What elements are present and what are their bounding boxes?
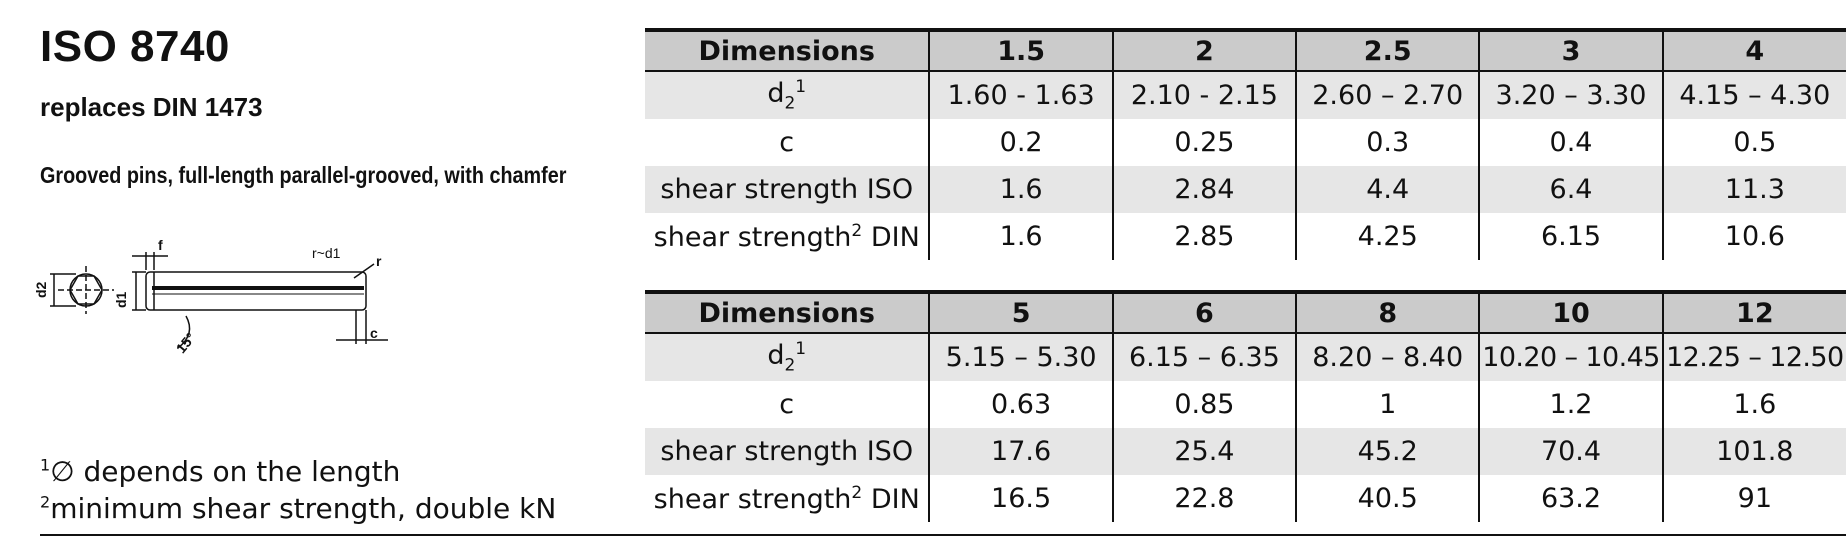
row-label-shear-din: shear strength2 DIN: [653, 482, 920, 515]
table-cell: 11.3: [1661, 166, 1846, 213]
table-cell: 63.2: [1478, 475, 1663, 522]
dimensions-table-2: Dimensions 5 6 8 10 12 d21 5.15 – 5.30 6…: [645, 290, 1846, 522]
table-cell: 1: [1295, 381, 1480, 428]
footnote-1: 1∅ depends on the length: [40, 455, 401, 488]
row-label-d2: d21: [645, 71, 930, 119]
table-cell: 1.6: [1661, 381, 1846, 428]
table-cell: 0.2: [928, 119, 1113, 166]
row-label-d2: d21: [645, 333, 930, 381]
header-cell: 5: [928, 290, 1113, 334]
table-row: shear strength ISO 17.6 25.4 45.2 70.4 1…: [645, 428, 1846, 475]
header-cell: 8: [1295, 290, 1480, 334]
table-header-row: Dimensions 1.5 2 2.5 3 4: [645, 28, 1846, 72]
table-cell: 5.15 – 5.30: [928, 333, 1113, 381]
table-cell: 40.5: [1295, 475, 1480, 522]
row-label-c: c: [779, 389, 795, 420]
table-cell: 1.6: [928, 166, 1113, 213]
pin-side-view: [145, 271, 367, 311]
row-label-shear-din: shear strength2 DIN: [653, 220, 920, 253]
header-cell: Dimensions: [645, 290, 930, 334]
table-cell: 2.10 - 2.15: [1111, 71, 1297, 119]
label-d1: d1: [113, 291, 129, 308]
table-cell: 8.20 – 8.40: [1295, 333, 1480, 381]
table-cell: 0.5: [1661, 119, 1846, 166]
page-title: ISO 8740: [40, 22, 230, 71]
table-cell: 2.84: [1111, 166, 1297, 213]
page-subtitle: replaces DIN 1473: [40, 92, 263, 122]
table-row: d21 1.60 - 1.63 2.10 - 2.15 2.60 – 2.70 …: [645, 71, 1846, 119]
table-cell: 91: [1661, 475, 1846, 522]
row-label-c: c: [779, 127, 795, 158]
table-cell: 6.15: [1478, 213, 1663, 260]
table-cell: 22.8: [1111, 475, 1297, 522]
table-cell: 70.4: [1478, 428, 1663, 475]
table-cell: 10.6: [1661, 213, 1846, 260]
header-cell: 2.5: [1295, 28, 1480, 72]
header-cell: 3: [1478, 28, 1663, 72]
header-cell: 2: [1111, 28, 1297, 72]
table-cell: 101.8: [1661, 428, 1846, 475]
footnote-2: 2minimum shear strength, double kN: [40, 492, 557, 525]
header-cell: 12: [1661, 290, 1846, 334]
bottom-divider: [40, 534, 1846, 536]
table-cell: 0.63: [928, 381, 1113, 428]
table-cell: 0.25: [1111, 119, 1297, 166]
table-cell: 16.5: [928, 475, 1113, 522]
table-cell: 4.25: [1295, 213, 1480, 260]
grooved-pin-drawing: d2 d1 f r~d1 r 15° c: [36, 237, 388, 357]
header-cell: 10: [1478, 290, 1663, 334]
table-cell: 10.20 – 10.45: [1478, 333, 1663, 381]
label-c: c: [370, 325, 378, 341]
row-label-shear-iso: shear strength ISO: [645, 428, 930, 475]
table-row: shear strength2 DIN 1.6 2.85 4.25 6.15 1…: [645, 213, 1846, 260]
row-label-shear-iso: shear strength ISO: [645, 166, 930, 213]
table-cell: 4.15 – 4.30: [1661, 71, 1846, 119]
table-cell: 45.2: [1295, 428, 1480, 475]
table-cell: 1.60 - 1.63: [928, 71, 1113, 119]
header-cell: 4: [1661, 28, 1846, 72]
header-cell: 1.5: [928, 28, 1113, 72]
label-r-approx: r~d1: [312, 245, 341, 261]
table-cell: 0.3: [1295, 119, 1480, 166]
table-cell: 0.85: [1111, 381, 1297, 428]
table-cell: 2.85: [1111, 213, 1297, 260]
table-header-row: Dimensions 5 6 8 10 12: [645, 290, 1846, 334]
table-row: shear strength ISO 1.6 2.84 4.4 6.4 11.3: [645, 166, 1846, 213]
table-cell: 25.4: [1111, 428, 1297, 475]
table-cell: 3.20 – 3.30: [1478, 71, 1663, 119]
label-f: f: [158, 237, 163, 253]
table-cell: 6.15 – 6.35: [1111, 333, 1297, 381]
table-row: d21 5.15 – 5.30 6.15 – 6.35 8.20 – 8.40 …: [645, 333, 1846, 381]
table-cell: 0.4: [1478, 119, 1663, 166]
table-cell: 17.6: [928, 428, 1113, 475]
table-cell: 2.60 – 2.70: [1295, 71, 1480, 119]
header-cell: 6: [1111, 290, 1297, 334]
table-cell: 4.4: [1295, 166, 1480, 213]
table-row: c 0.63 0.85 1 1.2 1.6: [645, 381, 1846, 428]
product-description: Grooved pins, full-length parallel-groov…: [40, 162, 567, 188]
table-cell: 1.2: [1478, 381, 1663, 428]
dimensions-table-1: Dimensions 1.5 2 2.5 3 4 d21 1.60 - 1.63…: [645, 28, 1846, 260]
label-r: r: [376, 253, 382, 269]
table-cell: 12.25 – 12.50: [1661, 333, 1846, 381]
label-d2: d2: [36, 281, 49, 298]
table-row: shear strength2 DIN 16.5 22.8 40.5 63.2 …: [645, 475, 1846, 522]
label-angle: 15°: [173, 330, 199, 357]
table-row: c 0.2 0.25 0.3 0.4 0.5: [645, 119, 1846, 166]
header-cell: Dimensions: [645, 28, 930, 72]
table-cell: 1.6: [928, 213, 1113, 260]
table-cell: 6.4: [1478, 166, 1663, 213]
